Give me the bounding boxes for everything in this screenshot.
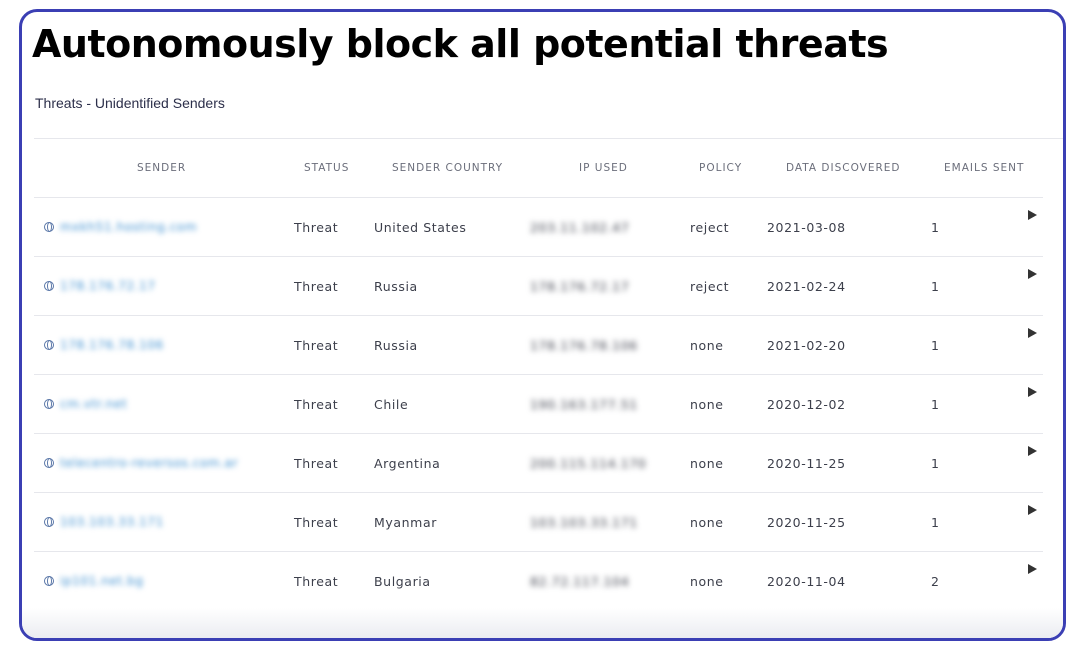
play-icon[interactable] <box>1028 269 1037 279</box>
globe-icon <box>44 340 54 350</box>
sender-cell: 103.103.33.171 <box>44 515 164 529</box>
table-row[interactable]: 103.103.33.171 Threat Myanmar 103.103.33… <box>34 493 1043 552</box>
globe-icon <box>44 576 54 586</box>
col-emails-header[interactable]: EMAILS SENT <box>944 162 1025 174</box>
status-cell: Threat <box>294 456 339 471</box>
sender-link[interactable]: cm.vtr.net <box>60 397 128 411</box>
date-cell: 2021-02-24 <box>767 279 846 294</box>
emails-cell: 1 <box>931 220 940 235</box>
country-cell: Chile <box>374 397 409 412</box>
globe-icon <box>44 222 54 232</box>
policy-cell: none <box>690 574 724 589</box>
globe-icon <box>44 458 54 468</box>
country-cell: Bulgaria <box>374 574 431 589</box>
country-cell: Myanmar <box>374 515 437 530</box>
sender-link[interactable]: telecentro-reversos.com.ar <box>60 456 239 470</box>
status-cell: Threat <box>294 279 339 294</box>
play-icon[interactable] <box>1028 564 1037 574</box>
policy-cell: none <box>690 456 724 471</box>
bottom-fade <box>22 608 1063 638</box>
status-cell: Threat <box>294 338 339 353</box>
date-cell: 2020-11-25 <box>767 456 846 471</box>
emails-cell: 1 <box>931 456 940 471</box>
ip-cell: 103.103.33.171 <box>530 515 638 530</box>
threats-panel: Autonomously block all potential threats… <box>19 9 1066 641</box>
ip-cell: 82.72.117.104 <box>530 574 630 589</box>
sender-cell: ip101.net.bg <box>44 574 144 588</box>
sender-cell: mxkh51.hosting.com <box>44 220 197 234</box>
col-policy-header[interactable]: POLICY <box>699 162 743 174</box>
globe-icon <box>44 399 54 409</box>
status-cell: Threat <box>294 220 339 235</box>
sender-cell: 178.176.72.17 <box>44 279 156 293</box>
country-cell: United States <box>374 220 467 235</box>
sender-link[interactable]: 178.176.78.106 <box>60 338 164 352</box>
date-cell: 2020-12-02 <box>767 397 846 412</box>
status-cell: Threat <box>294 574 339 589</box>
ip-cell: 178.176.72.17 <box>530 279 630 294</box>
table-row[interactable]: 178.176.78.106 Threat Russia 178.176.78.… <box>34 316 1043 375</box>
globe-icon <box>44 281 54 291</box>
table-header: SENDER STATUS SENDER COUNTRY IP USED POL… <box>34 139 1043 198</box>
play-icon[interactable] <box>1028 328 1037 338</box>
sender-link[interactable]: 103.103.33.171 <box>60 515 164 529</box>
play-icon[interactable] <box>1028 446 1037 456</box>
country-cell: Russia <box>374 338 418 353</box>
country-cell: Argentina <box>374 456 441 471</box>
play-icon[interactable] <box>1028 387 1037 397</box>
play-icon[interactable] <box>1028 505 1037 515</box>
headline: Autonomously block all potential threats <box>32 22 889 66</box>
ip-cell: 178.176.78.106 <box>530 338 638 353</box>
ip-cell: 190.163.177.51 <box>530 397 638 412</box>
date-cell: 2021-02-20 <box>767 338 846 353</box>
col-status-header[interactable]: STATUS <box>304 162 350 174</box>
emails-cell: 1 <box>931 397 940 412</box>
ip-cell: 203.11.102.47 <box>530 220 630 235</box>
sender-cell: 178.176.78.106 <box>44 338 164 352</box>
sender-link[interactable]: 178.176.72.17 <box>60 279 156 293</box>
ip-cell: 200.115.114.170 <box>530 456 647 471</box>
table-row[interactable]: telecentro-reversos.com.ar Threat Argent… <box>34 434 1043 493</box>
emails-cell: 2 <box>931 574 940 589</box>
policy-cell: none <box>690 397 724 412</box>
emails-cell: 1 <box>931 515 940 530</box>
policy-cell: reject <box>690 279 730 294</box>
status-cell: Threat <box>294 515 339 530</box>
play-icon[interactable] <box>1028 210 1037 220</box>
date-cell: 2020-11-25 <box>767 515 846 530</box>
country-cell: Russia <box>374 279 418 294</box>
sender-cell: cm.vtr.net <box>44 397 127 411</box>
col-sender-header[interactable]: SENDER <box>137 162 187 174</box>
status-cell: Threat <box>294 397 339 412</box>
table-row[interactable]: mxkh51.hosting.com Threat United States … <box>34 198 1043 257</box>
table-title: Threats - Unidentified Senders <box>35 95 225 111</box>
date-cell: 2020-11-04 <box>767 574 846 589</box>
sender-cell: telecentro-reversos.com.ar <box>44 456 238 470</box>
table-row[interactable]: 178.176.72.17 Threat Russia 178.176.72.1… <box>34 257 1043 316</box>
table-row[interactable]: ip101.net.bg Threat Bulgaria 82.72.117.1… <box>34 552 1043 611</box>
policy-cell: none <box>690 338 724 353</box>
col-country-header[interactable]: SENDER COUNTRY <box>392 162 504 174</box>
policy-cell: reject <box>690 220 730 235</box>
sender-link[interactable]: mxkh51.hosting.com <box>60 220 198 234</box>
globe-icon <box>44 517 54 527</box>
sender-link[interactable]: ip101.net.bg <box>60 574 144 588</box>
table-row[interactable]: cm.vtr.net Threat Chile 190.163.177.51 n… <box>34 375 1043 434</box>
date-cell: 2021-03-08 <box>767 220 846 235</box>
policy-cell: none <box>690 515 724 530</box>
threats-table: SENDER STATUS SENDER COUNTRY IP USED POL… <box>34 138 1063 611</box>
col-ip-header[interactable]: IP USED <box>579 162 628 174</box>
col-date-header[interactable]: DATA DISCOVERED <box>786 162 901 174</box>
emails-cell: 1 <box>931 279 940 294</box>
emails-cell: 1 <box>931 338 940 353</box>
